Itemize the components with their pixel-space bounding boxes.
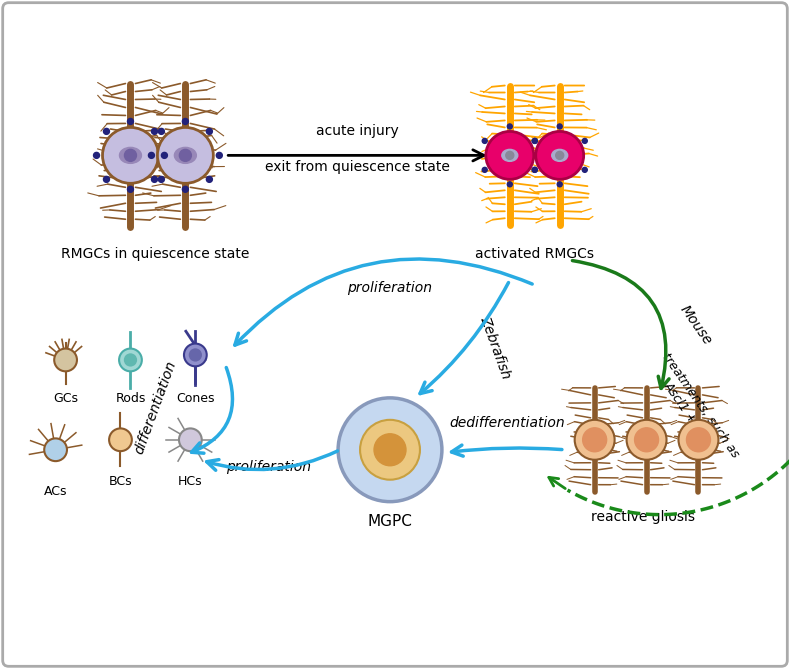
Text: dedifferentiation: dedifferentiation <box>449 416 565 429</box>
Circle shape <box>360 420 420 480</box>
Circle shape <box>634 427 659 452</box>
Circle shape <box>179 428 201 451</box>
Circle shape <box>506 151 514 159</box>
Circle shape <box>532 167 537 173</box>
Circle shape <box>532 167 537 173</box>
Ellipse shape <box>551 149 568 161</box>
FancyArrowPatch shape <box>207 451 337 470</box>
Circle shape <box>182 118 188 124</box>
Circle shape <box>679 420 718 460</box>
Ellipse shape <box>175 147 197 163</box>
Circle shape <box>161 153 167 159</box>
Circle shape <box>119 349 142 371</box>
Circle shape <box>103 128 110 134</box>
Circle shape <box>127 186 134 192</box>
Ellipse shape <box>119 147 141 163</box>
Circle shape <box>152 128 157 134</box>
Circle shape <box>482 138 487 143</box>
Circle shape <box>507 124 512 129</box>
Circle shape <box>206 177 213 183</box>
Circle shape <box>216 153 222 159</box>
Text: reactive gliosis: reactive gliosis <box>591 510 694 524</box>
Circle shape <box>374 434 406 466</box>
Text: Mouse: Mouse <box>678 302 715 347</box>
Text: HCs: HCs <box>178 475 203 488</box>
Circle shape <box>109 428 132 451</box>
FancyArrowPatch shape <box>191 367 232 453</box>
Circle shape <box>206 128 213 134</box>
Circle shape <box>583 427 607 452</box>
Text: differentiation: differentiation <box>132 359 179 456</box>
Circle shape <box>184 344 207 367</box>
Text: Rods: Rods <box>115 392 145 405</box>
Circle shape <box>127 118 134 124</box>
Text: activated RMGCs: activated RMGCs <box>476 247 594 261</box>
Circle shape <box>507 182 512 187</box>
Circle shape <box>536 131 584 179</box>
Circle shape <box>158 177 164 183</box>
Text: MGPC: MGPC <box>367 514 412 529</box>
Circle shape <box>338 398 442 502</box>
Text: Zebrafish: Zebrafish <box>478 314 514 381</box>
Text: Cones: Cones <box>176 392 215 405</box>
Text: RMGCs in quiescence state: RMGCs in quiescence state <box>62 247 250 261</box>
FancyBboxPatch shape <box>2 3 788 666</box>
Circle shape <box>125 149 137 161</box>
Circle shape <box>124 353 137 367</box>
Text: GCs: GCs <box>53 392 78 405</box>
Circle shape <box>44 438 67 461</box>
Circle shape <box>582 138 587 143</box>
Circle shape <box>532 138 537 143</box>
Circle shape <box>93 153 100 159</box>
Text: proliferation: proliferation <box>226 460 310 474</box>
Circle shape <box>157 127 213 183</box>
FancyArrowPatch shape <box>420 282 509 393</box>
Text: acute injury: acute injury <box>316 124 398 138</box>
FancyArrowPatch shape <box>452 445 562 456</box>
Circle shape <box>687 427 710 452</box>
Text: proliferation: proliferation <box>348 281 432 295</box>
Text: exit from quiescence state: exit from quiescence state <box>265 161 450 175</box>
Circle shape <box>158 128 164 134</box>
Text: treatments, such as
Ascl1 + TSA: treatments, such as Ascl1 + TSA <box>647 351 742 469</box>
Circle shape <box>103 177 110 183</box>
Circle shape <box>482 167 487 173</box>
Text: BCs: BCs <box>109 475 132 488</box>
Circle shape <box>182 186 188 192</box>
FancyArrowPatch shape <box>235 259 532 345</box>
FancyArrowPatch shape <box>573 261 669 389</box>
Circle shape <box>557 124 562 129</box>
Circle shape <box>189 349 202 361</box>
Circle shape <box>532 138 537 143</box>
Circle shape <box>149 153 154 159</box>
Text: ACs: ACs <box>44 484 67 498</box>
FancyArrowPatch shape <box>549 478 566 488</box>
Circle shape <box>582 167 587 173</box>
Ellipse shape <box>502 149 517 161</box>
Circle shape <box>626 420 667 460</box>
Circle shape <box>557 182 562 187</box>
Circle shape <box>555 151 564 159</box>
Circle shape <box>103 127 159 183</box>
Circle shape <box>55 349 77 371</box>
Circle shape <box>486 131 534 179</box>
Circle shape <box>574 420 615 460</box>
Circle shape <box>152 177 157 183</box>
Circle shape <box>179 149 191 161</box>
